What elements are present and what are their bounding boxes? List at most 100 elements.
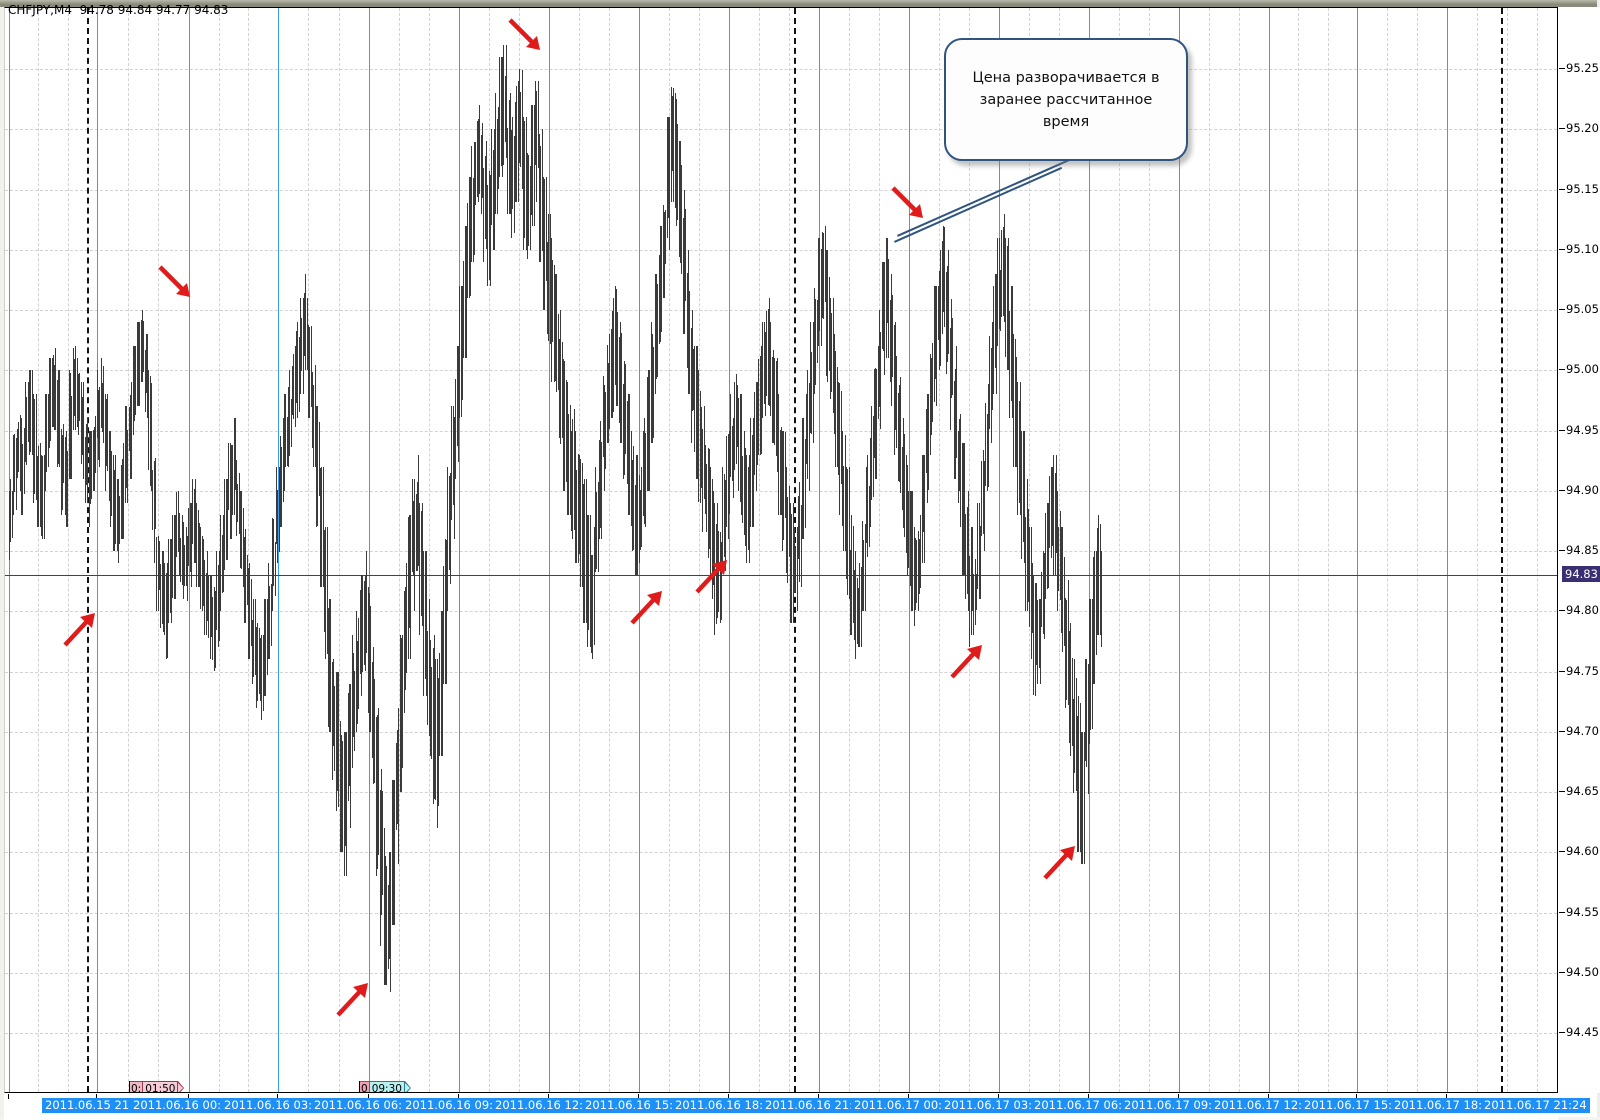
price-tick — [1559, 369, 1565, 371]
ohlc-bar — [198, 523, 200, 588]
ohlc-bar — [699, 391, 701, 503]
bar-timer-badge[interactable]: 0: 01:50 — [129, 1081, 185, 1092]
ohlc-bar — [618, 337, 620, 423]
ohlc-bar — [742, 456, 744, 524]
ohlc-bar — [446, 540, 448, 684]
ohlc-bar — [64, 436, 66, 515]
ohlc-bar — [722, 466, 724, 568]
ohlc-bar — [479, 105, 481, 194]
ohlc-bar — [544, 178, 546, 310]
chart-plot-area[interactable]: 0: 01:50 0 09:30 — [4, 7, 1558, 1093]
ohlc-bar — [1042, 551, 1044, 635]
ohlc-bar — [823, 233, 825, 320]
ohlc-bar — [161, 551, 163, 625]
ohlc-bar — [325, 526, 327, 660]
ohlc-bar — [1027, 508, 1029, 602]
gridline-vertical-minor — [879, 8, 880, 1092]
ohlc-bar — [691, 310, 693, 411]
ohlc-bar — [895, 322, 897, 430]
ohlc-bar — [411, 478, 413, 572]
bar-timer-badge[interactable]: 0 09:30 — [359, 1081, 411, 1092]
ohlc-bar — [443, 565, 445, 684]
ohlc-bar — [311, 372, 313, 449]
ohlc-bar — [655, 273, 657, 379]
ohlc-bar — [464, 225, 466, 359]
ohlc-bar — [116, 478, 118, 551]
gridline-vertical-major — [1269, 8, 1270, 1092]
ohlc-bar — [343, 731, 345, 877]
ohlc-bar — [1019, 382, 1021, 515]
ohlc-bar — [740, 394, 742, 515]
ohlc-bar — [238, 473, 240, 535]
ohlc-bar — [640, 489, 642, 551]
time-tick — [188, 1094, 189, 1099]
ohlc-bar — [933, 285, 935, 403]
ohlc-bar — [949, 327, 951, 431]
gridline-vertical-major — [549, 8, 550, 1092]
ohlc-bar — [205, 572, 207, 636]
ohlc-bar — [674, 93, 676, 208]
ohlc-bar — [378, 707, 380, 855]
ohlc-bar — [868, 485, 870, 547]
ohlc-bar — [1031, 562, 1033, 633]
ohlc-bar — [548, 213, 550, 342]
price-scale[interactable]: 95.25 95.20 95.15 95.10 95.05 95.00 94.95 94.90… — [1559, 7, 1600, 1093]
ohlc-bar — [44, 394, 46, 491]
ohlc-bar — [26, 396, 28, 466]
time-tick — [998, 1094, 999, 1099]
ohlc-bar — [980, 526, 982, 600]
gridline-vertical-minor — [489, 8, 490, 1092]
ohlc-bar — [301, 318, 303, 371]
ohlc-bar — [687, 249, 689, 395]
ohlc-bar — [1001, 230, 1003, 317]
ohlc-bar — [91, 430, 93, 499]
ohlc-bar — [770, 322, 772, 416]
price-tick — [1559, 429, 1565, 431]
ohlc-bar — [537, 81, 539, 168]
ohlc-bar — [778, 394, 780, 515]
ohlc-bar — [399, 635, 401, 792]
ohlc-bar — [98, 389, 99, 460]
ohlc-bar — [374, 679, 376, 783]
ohlc-bar — [373, 647, 374, 784]
ohlc-bar — [954, 369, 956, 479]
ohlc-bar — [460, 285, 462, 417]
ohlc-bar — [592, 555, 594, 660]
ohlc-bar — [1022, 430, 1024, 543]
annotation-callout[interactable]: Цена разворачивается в заранее рассчитан… — [944, 38, 1188, 161]
ohlc-bar — [428, 599, 430, 736]
price-tick — [1559, 1032, 1565, 1033]
ohlc-bar — [218, 551, 220, 641]
price-tick — [1559, 971, 1565, 973]
window-frame-top-highlight — [0, 0, 1600, 4]
ohlc-bar — [624, 360, 626, 475]
ohlc-bar — [919, 538, 920, 594]
ohlc-bar — [952, 318, 954, 396]
ohlc-bar — [1078, 695, 1080, 853]
ohlc-bar — [576, 470, 578, 564]
ohlc-bar — [628, 394, 630, 515]
ohlc-bar — [277, 490, 279, 564]
ohlc-bar — [322, 466, 324, 588]
time-scale[interactable]: 2011.06.15 21:24 2011.06.16 00:24 2011.06.… — [4, 1094, 1590, 1120]
ohlc-bar — [533, 105, 535, 226]
ohlc-bar — [832, 297, 834, 414]
ohlc-bar — [212, 597, 214, 661]
ohlc-bar — [496, 118, 498, 214]
ohlc-bar — [245, 528, 247, 624]
ohlc-bar — [87, 418, 89, 503]
ohlc-bar — [410, 514, 412, 660]
ohlc-bar — [35, 394, 37, 500]
ohlc-bar — [794, 526, 796, 593]
ohlc-bar — [837, 382, 839, 476]
ohlc-bar — [988, 383, 990, 488]
ohlc-bar — [717, 502, 719, 618]
ohlc-bar — [123, 442, 125, 539]
ohlc-bar — [685, 209, 687, 302]
gridline-horizontal — [5, 69, 1557, 70]
ohlc-bar — [663, 211, 665, 298]
gridline-vertical-minor — [248, 8, 250, 1092]
ohlc-bar — [200, 526, 202, 610]
ohlc-bar — [217, 564, 219, 648]
ohlc-bar — [994, 273, 996, 369]
